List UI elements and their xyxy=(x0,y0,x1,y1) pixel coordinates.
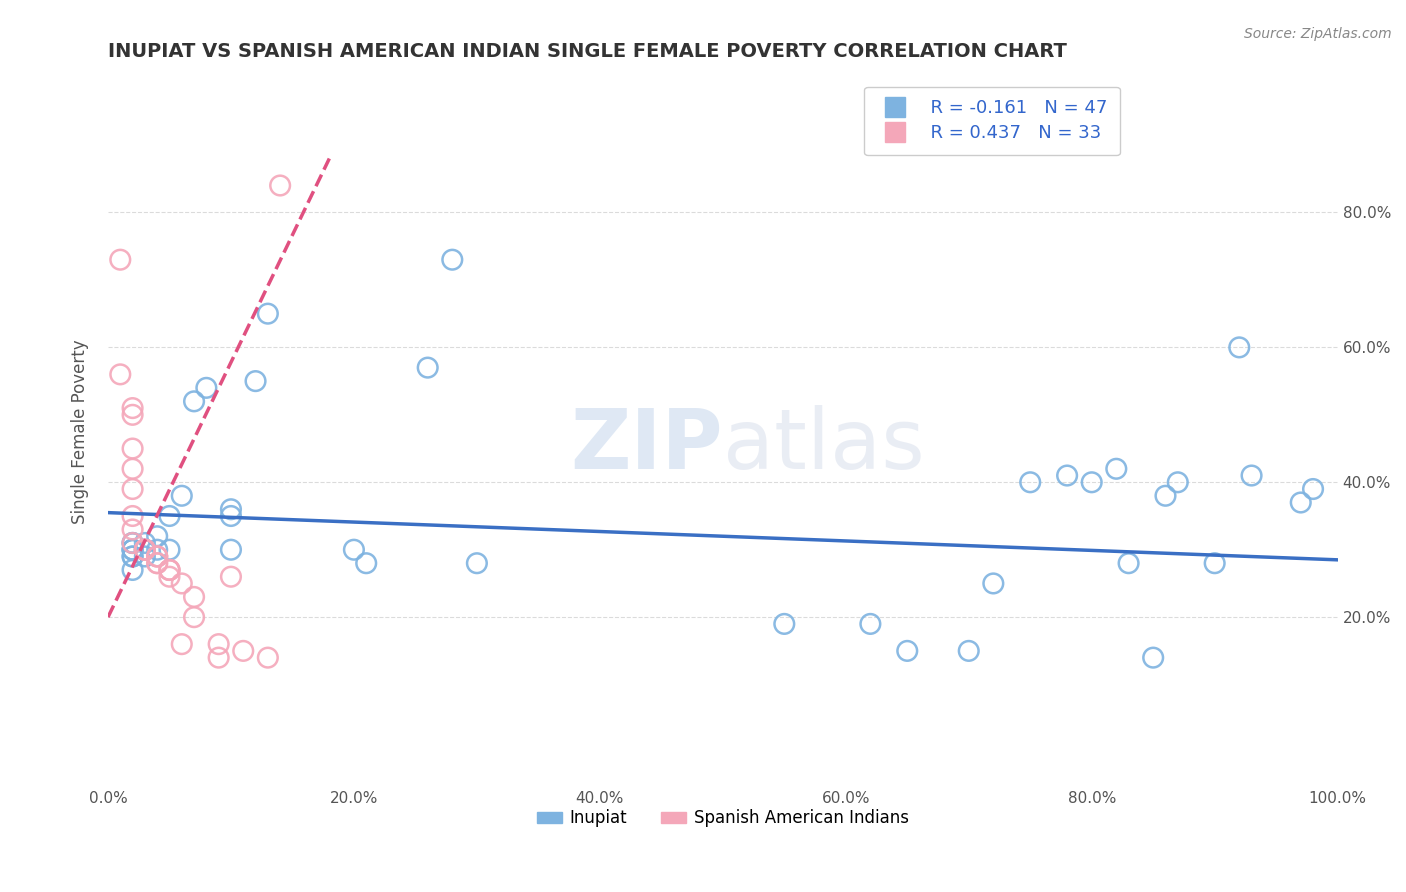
Point xyxy=(195,381,218,395)
Text: ZIP: ZIP xyxy=(571,405,723,486)
Point xyxy=(343,542,366,557)
Point xyxy=(146,542,169,557)
Point xyxy=(416,360,439,375)
Point xyxy=(159,563,181,577)
Point xyxy=(134,542,156,557)
Point xyxy=(441,252,464,267)
Point xyxy=(146,556,169,570)
Point xyxy=(159,508,181,523)
Point xyxy=(121,542,143,557)
Point xyxy=(134,542,156,557)
Point xyxy=(170,576,193,591)
Point xyxy=(134,542,156,557)
Point xyxy=(121,536,143,550)
Point xyxy=(146,549,169,564)
Point xyxy=(121,549,143,564)
Text: atlas: atlas xyxy=(723,405,925,486)
Point xyxy=(159,570,181,584)
Point xyxy=(121,401,143,415)
Point xyxy=(134,542,156,557)
Point xyxy=(170,637,193,651)
Point xyxy=(121,508,143,523)
Point xyxy=(1118,556,1140,570)
Point xyxy=(159,542,181,557)
Point xyxy=(159,563,181,577)
Point xyxy=(183,394,205,409)
Point xyxy=(110,368,132,382)
Point xyxy=(1142,650,1164,665)
Point xyxy=(110,252,132,267)
Point xyxy=(896,644,918,658)
Point xyxy=(146,556,169,570)
Point xyxy=(1227,340,1250,354)
Point xyxy=(134,536,156,550)
Text: INUPIAT VS SPANISH AMERICAN INDIAN SINGLE FEMALE POVERTY CORRELATION CHART: INUPIAT VS SPANISH AMERICAN INDIAN SINGL… xyxy=(108,42,1067,61)
Point xyxy=(121,462,143,476)
Point xyxy=(183,590,205,604)
Point xyxy=(1289,495,1312,509)
Point xyxy=(219,570,242,584)
Point xyxy=(121,542,143,557)
Point xyxy=(121,523,143,537)
Point xyxy=(232,644,254,658)
Point xyxy=(1240,468,1263,483)
Point xyxy=(859,616,882,631)
Point xyxy=(354,556,377,570)
Point xyxy=(146,529,169,543)
Point xyxy=(146,549,169,564)
Point xyxy=(1302,482,1324,496)
Point xyxy=(219,542,242,557)
Point xyxy=(1105,462,1128,476)
Point xyxy=(1056,468,1078,483)
Point xyxy=(219,502,242,516)
Point xyxy=(1204,556,1226,570)
Point xyxy=(257,650,280,665)
Point xyxy=(121,408,143,422)
Point xyxy=(134,549,156,564)
Point xyxy=(134,542,156,557)
Y-axis label: Single Female Poverty: Single Female Poverty xyxy=(72,339,89,524)
Point xyxy=(219,508,242,523)
Point xyxy=(121,482,143,496)
Point xyxy=(121,536,143,550)
Point xyxy=(1167,475,1189,490)
Point xyxy=(121,536,143,550)
Point xyxy=(121,542,143,557)
Point xyxy=(183,610,205,624)
Point xyxy=(245,374,267,388)
Text: Source: ZipAtlas.com: Source: ZipAtlas.com xyxy=(1244,27,1392,41)
Point xyxy=(1080,475,1102,490)
Point xyxy=(146,549,169,564)
Point xyxy=(170,489,193,503)
Point xyxy=(159,563,181,577)
Point xyxy=(121,549,143,564)
Point xyxy=(773,616,796,631)
Point xyxy=(1019,475,1042,490)
Point xyxy=(121,442,143,456)
Legend: Inupiat, Spanish American Indians: Inupiat, Spanish American Indians xyxy=(530,803,915,834)
Point xyxy=(1154,489,1177,503)
Point xyxy=(257,307,280,321)
Point xyxy=(957,644,980,658)
Point xyxy=(134,542,156,557)
Point xyxy=(269,178,291,193)
Point xyxy=(208,637,231,651)
Point xyxy=(981,576,1004,591)
Point xyxy=(121,563,143,577)
Point xyxy=(465,556,488,570)
Point xyxy=(208,650,231,665)
